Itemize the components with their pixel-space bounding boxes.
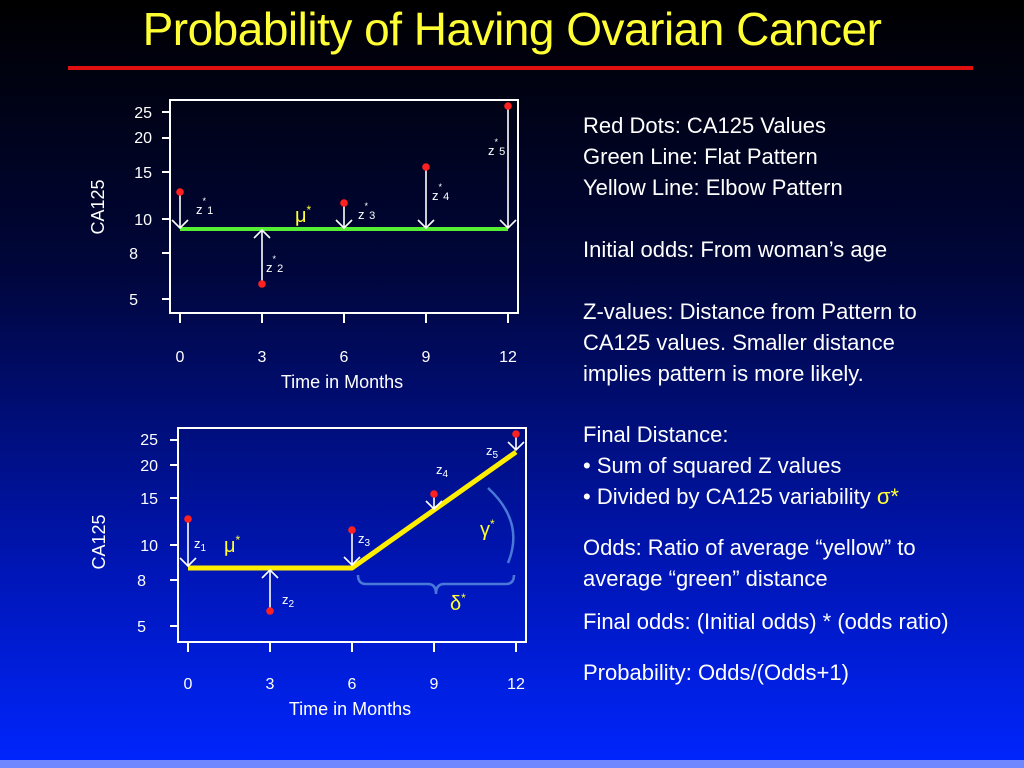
y-tick-label: 10 — [134, 212, 152, 229]
x-axis — [187, 642, 517, 652]
y-tick-label: 8 — [137, 573, 146, 590]
odds-text-2: average “green” distance — [583, 566, 828, 591]
y-tick-label: 15 — [140, 491, 158, 508]
ca125-point — [184, 515, 192, 523]
odds-text-1: Odds: Ratio of average “yellow” to — [583, 535, 916, 560]
flat-pattern-chart: 25 20 15 10 8 5 0 3 6 9 12 Time in Month… — [88, 99, 519, 392]
arrowhead — [253, 228, 271, 239]
bullet-divided-text: • Divided by CA125 variability — [583, 484, 877, 509]
ca125-point — [504, 102, 512, 110]
z3-label: z3 — [358, 531, 371, 549]
legend-yellow-line: Yellow Line: Elbow Pattern — [583, 175, 843, 200]
x-tick-label: 0 — [184, 676, 193, 693]
zvalues-text-3: implies pattern is more likely. — [583, 361, 864, 386]
x-axis — [179, 313, 509, 323]
z1-label: z1 — [194, 536, 207, 554]
ca125-point — [512, 430, 520, 438]
y-axis-label: CA125 — [88, 179, 108, 234]
y-tick-label: 15 — [134, 165, 152, 182]
ca125-point — [348, 526, 356, 534]
ca125-point — [176, 188, 184, 196]
distance-arrows — [179, 434, 525, 610]
arrowhead — [343, 556, 361, 567]
x-tick-label: 3 — [266, 676, 275, 693]
y-tick-labels: 25 20 15 10 8 5 — [137, 432, 158, 636]
gamma-arc — [487, 487, 515, 564]
sigma-symbol: σ* — [876, 484, 899, 509]
bullet-sum-squared: • Sum of squared Z values — [583, 453, 842, 478]
arrowhead — [417, 219, 435, 230]
x-axis-label: Time in Months — [289, 699, 411, 719]
legend-green-line: Green Line: Flat Pattern — [583, 144, 818, 169]
gamma-label: γ* — [480, 517, 495, 541]
ca125-point — [266, 607, 274, 615]
mu-label: μ* — [224, 533, 241, 557]
arrowhead — [179, 557, 197, 568]
y-tick-labels: 25 20 15 10 8 5 — [129, 105, 152, 309]
x-tick-label: 12 — [499, 349, 517, 366]
initial-odds-text: Initial odds: From woman’s age — [583, 237, 888, 262]
y-tick-label: 10 — [140, 538, 158, 555]
arrowhead — [499, 219, 517, 230]
explanation-panel: Red Dots: CA125 Values Green Line: Flat … — [583, 110, 1023, 688]
arrowhead — [425, 500, 443, 511]
final-odds-text: Final odds: (Initial odds) * (odds ratio… — [583, 609, 949, 634]
y-tick-label: 25 — [140, 432, 158, 449]
ca125-point — [430, 490, 438, 498]
x-tick-label: 12 — [507, 676, 525, 693]
elbow-pattern-line — [188, 449, 518, 571]
x-tick-labels: 0 3 6 9 12 — [176, 349, 517, 366]
arrowhead — [335, 219, 353, 230]
x-tick-label: 6 — [340, 349, 349, 366]
zvalues-text-2: CA125 values. Smaller distance — [583, 330, 895, 355]
ca125-point — [422, 163, 430, 171]
x-tick-label: 9 — [430, 676, 439, 693]
elbow-pattern-chart: 25 20 15 10 8 5 0 3 6 9 12 Time in Month… — [89, 430, 525, 719]
final-distance-heading: Final Distance: — [583, 422, 729, 447]
ca125-points — [176, 102, 512, 288]
ca125-point — [258, 280, 266, 288]
x-axis-label: Time in Months — [281, 372, 403, 392]
y-tick-label: 20 — [140, 458, 158, 475]
slide-title: Probability of Having Ovarian Cancer — [142, 3, 882, 55]
x-tick-labels: 0 3 6 9 12 — [184, 676, 525, 693]
arrowhead — [261, 568, 279, 579]
y-tick-label: 5 — [129, 292, 138, 309]
x-tick-label: 3 — [258, 349, 267, 366]
ca125-points — [184, 430, 520, 615]
x-tick-label: 0 — [176, 349, 185, 366]
x-tick-label: 9 — [422, 349, 431, 366]
y-tick-label: 20 — [134, 130, 152, 147]
z5-label: z5 — [486, 443, 499, 461]
ca125-point — [340, 199, 348, 207]
z2-label: z2 — [282, 592, 295, 610]
delta-bracket — [356, 574, 516, 595]
z4-label: z4 — [436, 462, 449, 480]
y-tick-label: 5 — [137, 619, 146, 636]
delta-label: δ* — [450, 591, 466, 615]
distance-arrows — [171, 106, 517, 283]
footer-strip — [0, 760, 1024, 768]
x-tick-label: 6 — [348, 676, 357, 693]
y-axis — [170, 439, 178, 627]
y-tick-label: 25 — [134, 105, 152, 122]
zvalues-text-1: Z-values: Distance from Pattern to — [583, 299, 917, 324]
arrowhead — [507, 441, 525, 452]
y-tick-label: 8 — [129, 246, 138, 263]
bullet-divided: • Divided by CA125 variability σ* — [583, 481, 1023, 512]
legend-red-dots: Red Dots: CA125 Values — [583, 113, 826, 138]
title-underline — [68, 66, 973, 70]
arrowhead — [171, 219, 189, 230]
y-axis-label: CA125 — [89, 514, 109, 569]
probability-text: Probability: Odds/(Odds+1) — [583, 660, 849, 685]
y-axis — [162, 111, 170, 300]
